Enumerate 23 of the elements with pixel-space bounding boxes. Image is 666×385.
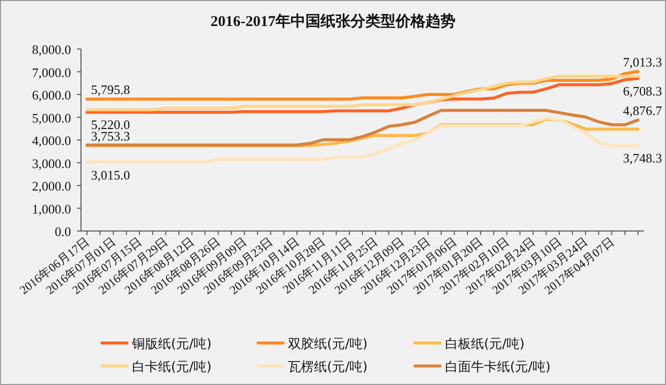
data-label: 4,876.7 <box>623 103 662 118</box>
legend-label: 白卡纸(元/吨) <box>132 360 212 375</box>
data-label: 3,748.3 <box>623 150 662 166</box>
y-tick-label: 3,000.0 <box>32 156 71 171</box>
y-tick-label: 7,000.0 <box>32 64 71 80</box>
legend-label: 铜版纸(元/吨) <box>131 337 212 352</box>
y-tick-label: 5,000.0 <box>32 110 71 126</box>
y-tick-label: 2,000.0 <box>32 178 71 194</box>
y-tick-label: 8,000.0 <box>32 42 71 57</box>
data-label: 3,015.0 <box>91 167 130 182</box>
data-label: 6,708.3 <box>623 83 662 98</box>
chart-title: 2016-2017年中国纸张分类型价格趋势 <box>210 13 456 30</box>
legend-label: 白面牛卡纸(元/吨) <box>445 360 551 375</box>
legend-label: 白板纸(元/吨) <box>445 337 525 352</box>
y-tick-label: 0.0 <box>54 224 71 239</box>
data-label: 5,795.8 <box>91 82 130 98</box>
legend-label: 瓦楞纸(元/吨) <box>288 360 368 375</box>
data-label: 5,220.0 <box>91 117 130 132</box>
y-tick-label: 6,000.0 <box>32 88 71 102</box>
y-tick-label: 1,000.0 <box>32 201 71 216</box>
data-label: 7,013.3 <box>623 54 662 70</box>
y-tick-label: 4,000.0 <box>32 133 71 148</box>
legend-label: 双胶纸(元/吨) <box>288 337 368 352</box>
